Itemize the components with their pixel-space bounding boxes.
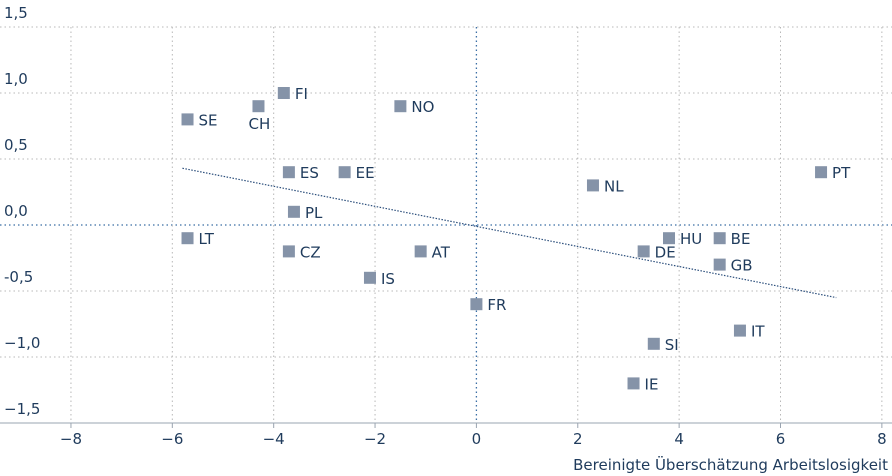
- x-tick-label: 4: [674, 430, 684, 448]
- point-label: ES: [300, 164, 319, 182]
- point: [181, 232, 194, 245]
- point-label: SI: [665, 336, 679, 354]
- point: [414, 245, 427, 258]
- point-label: FR: [487, 296, 506, 314]
- point: [733, 324, 746, 337]
- point-label: HU: [680, 230, 702, 248]
- point-label: AT: [432, 243, 451, 261]
- x-tick-label: −2: [364, 430, 386, 448]
- point: [282, 245, 295, 258]
- y-tick-label: 1,5: [4, 4, 28, 22]
- point-label: NL: [604, 177, 624, 195]
- point: [815, 166, 828, 179]
- point-label: NO: [411, 98, 434, 116]
- point: [470, 298, 483, 311]
- y-tick-label: -0,5: [4, 268, 33, 286]
- point: [637, 245, 650, 258]
- point-label: EE: [356, 164, 375, 182]
- point: [363, 271, 376, 284]
- x-tick-label: 0: [472, 430, 482, 448]
- point-label: IS: [381, 270, 395, 288]
- point-label: IE: [645, 375, 659, 393]
- point: [713, 232, 726, 245]
- point-label: SE: [199, 111, 218, 129]
- point-label: FI: [295, 85, 308, 103]
- point: [627, 377, 640, 390]
- x-tick-label: 8: [877, 430, 887, 448]
- x-tick-label: −4: [263, 430, 285, 448]
- point: [663, 232, 675, 245]
- point: [252, 100, 265, 113]
- y-tick-label: −1,0: [4, 334, 40, 352]
- point-label: PT: [832, 164, 851, 182]
- x-tick-label: 6: [776, 430, 786, 448]
- point: [338, 166, 351, 179]
- point-label: DE: [655, 243, 676, 261]
- point: [287, 205, 300, 218]
- point: [586, 179, 599, 192]
- y-tick-label: 0,0: [4, 202, 28, 220]
- point: [647, 337, 660, 350]
- x-tick-label: −8: [60, 430, 82, 448]
- point-label: IT: [751, 323, 765, 341]
- point: [394, 100, 407, 113]
- point-label: CH: [248, 115, 270, 133]
- y-tick-label: −1,5: [4, 400, 40, 418]
- point-label: BE: [731, 230, 751, 248]
- point: [713, 258, 726, 271]
- x-axis-label: Bereinigte Überschätzung Arbeitslosigkei…: [573, 455, 888, 474]
- trend-line: [182, 167, 837, 299]
- y-tick-label: 0,5: [4, 136, 28, 154]
- y-tick-label: 1,0: [4, 70, 28, 88]
- x-tick-label: −6: [161, 430, 183, 448]
- point-label: LT: [199, 230, 215, 248]
- point: [181, 113, 194, 126]
- point-label: GB: [731, 257, 753, 275]
- point: [282, 166, 295, 179]
- point-label: CZ: [300, 243, 321, 261]
- point: [277, 87, 290, 99]
- point-label: PL: [305, 204, 323, 222]
- x-tick-label: 2: [573, 430, 583, 448]
